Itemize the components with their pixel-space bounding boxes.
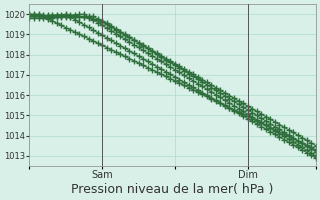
X-axis label: Pression niveau de la mer( hPa ): Pression niveau de la mer( hPa ) — [71, 183, 274, 196]
